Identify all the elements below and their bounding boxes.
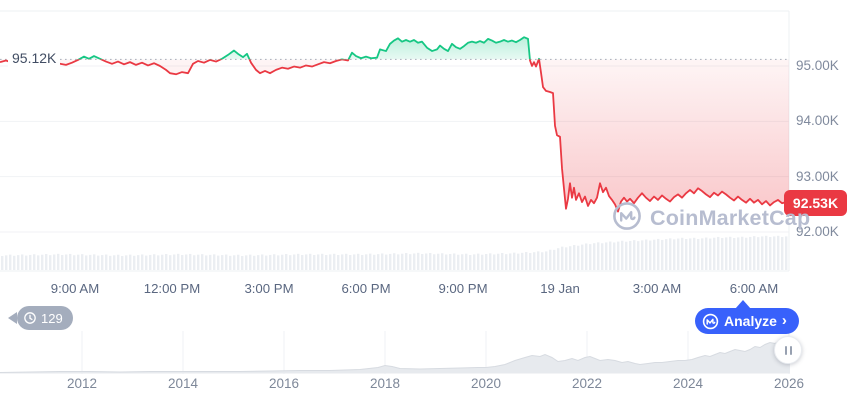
history-count: 129 xyxy=(41,310,63,326)
watermark-text: CoinMarketCap xyxy=(650,206,811,230)
y-axis-label: 95.00K xyxy=(796,58,839,73)
analyze-button[interactable]: Analyze › xyxy=(695,308,799,334)
badge-tail xyxy=(8,312,17,324)
x-axis-label: 6:00 AM xyxy=(729,281,779,296)
x-axis-label: 9:00 PM xyxy=(438,281,488,296)
tooltip-arrow xyxy=(735,300,751,309)
history-clock-icon xyxy=(23,311,37,325)
area-fill-down xyxy=(0,59,789,212)
cmc-logo-icon xyxy=(702,313,719,330)
year-label: 2018 xyxy=(369,376,401,391)
history-count-badge[interactable]: 129 xyxy=(8,306,73,330)
year-label: 2020 xyxy=(470,376,502,391)
year-label: 2014 xyxy=(167,376,199,391)
analyze-label: Analyze xyxy=(724,313,777,329)
x-axis-label: 3:00 PM xyxy=(244,281,294,296)
x-axis-label: 19 Jan xyxy=(540,281,580,296)
year-label: 2026 xyxy=(773,376,805,391)
y-axis-label: 93.00K xyxy=(796,168,839,184)
pause-bars-icon xyxy=(784,345,787,355)
coinmarketcap-logo-icon xyxy=(612,201,642,236)
y-axis-label: 94.00K xyxy=(796,113,839,129)
chevron-right-icon: › xyxy=(781,312,787,329)
range-navigator[interactable] xyxy=(0,331,791,374)
x-axis-label: 3:00 AM xyxy=(632,281,682,296)
watermark: CoinMarketCap xyxy=(612,201,810,236)
x-axis-label: 9:00 AM xyxy=(50,281,100,296)
open-price-label: 95.12K xyxy=(8,49,61,67)
x-axis-label: 12:00 PM xyxy=(143,281,201,296)
year-label: 2016 xyxy=(268,376,300,391)
navigator-drag-handle[interactable] xyxy=(774,336,802,364)
badge-pill: 129 xyxy=(17,306,73,330)
price-line-down xyxy=(0,59,789,213)
x-axis-label: 6:00 PM xyxy=(341,281,391,296)
volume-bars xyxy=(1,235,788,270)
year-label: 2012 xyxy=(66,376,98,391)
year-label: 2024 xyxy=(672,376,704,391)
price-line-up xyxy=(77,36,540,60)
year-label: 2022 xyxy=(571,376,603,391)
current-price-badge: 92.53K xyxy=(784,190,847,216)
area-fill-up xyxy=(0,37,789,60)
y-axis-label: 92.00K xyxy=(796,223,839,239)
